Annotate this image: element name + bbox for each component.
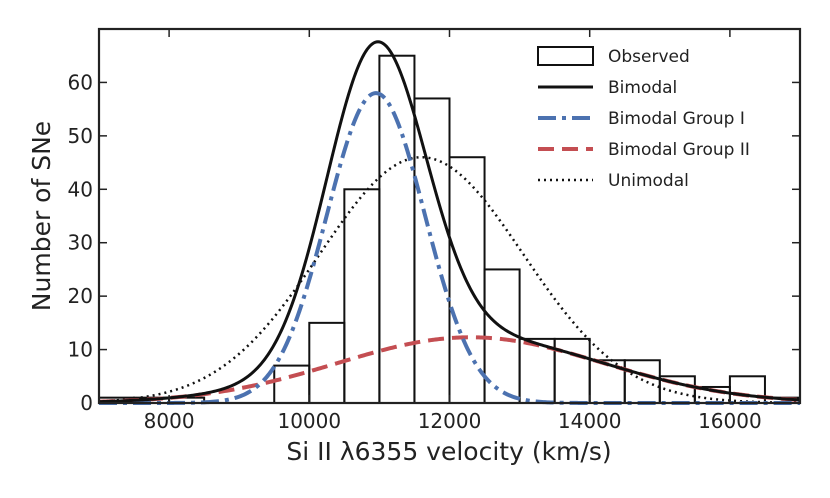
y-axis-label: Number of SNe bbox=[27, 121, 56, 311]
y-tick-label: 60 bbox=[68, 70, 93, 94]
legend-label-unimodal: Unimodal bbox=[608, 171, 689, 191]
legend-label-bimodal-group-ii: Bimodal Group II bbox=[608, 140, 750, 160]
legend-label-observed: Observed bbox=[608, 47, 690, 67]
x-axis-label: Si II λ6355 velocity (km/s) bbox=[286, 437, 611, 466]
y-tick-label: 0 bbox=[80, 391, 93, 415]
x-tick-label: 14000 bbox=[558, 409, 622, 433]
axes: 8000 10000 12000 14000 16000 0 10 20 30 40 50 60 bbox=[68, 29, 800, 433]
y-tick-label: 40 bbox=[68, 177, 93, 201]
legend-swatch-observed bbox=[537, 46, 594, 66]
legend-label-bimodal-group-i: Bimodal Group I bbox=[608, 109, 745, 129]
x-tick-label: 8000 bbox=[144, 409, 195, 433]
y-tick-label: 30 bbox=[68, 231, 93, 255]
x-tick-label: 16000 bbox=[698, 409, 762, 433]
legend: Observed Bimodal Bimodal Group I Bimodal Gr… bbox=[537, 46, 750, 191]
y-tick-label: 50 bbox=[68, 124, 93, 148]
x-tick-label: 12000 bbox=[418, 409, 482, 433]
x-tick-label: 10000 bbox=[277, 409, 341, 433]
series-line-bimodal bbox=[98, 40, 801, 404]
y-tick-label: 10 bbox=[68, 338, 93, 362]
y-tick-label: 20 bbox=[68, 284, 93, 308]
legend-label-bimodal: Bimodal bbox=[608, 78, 677, 98]
